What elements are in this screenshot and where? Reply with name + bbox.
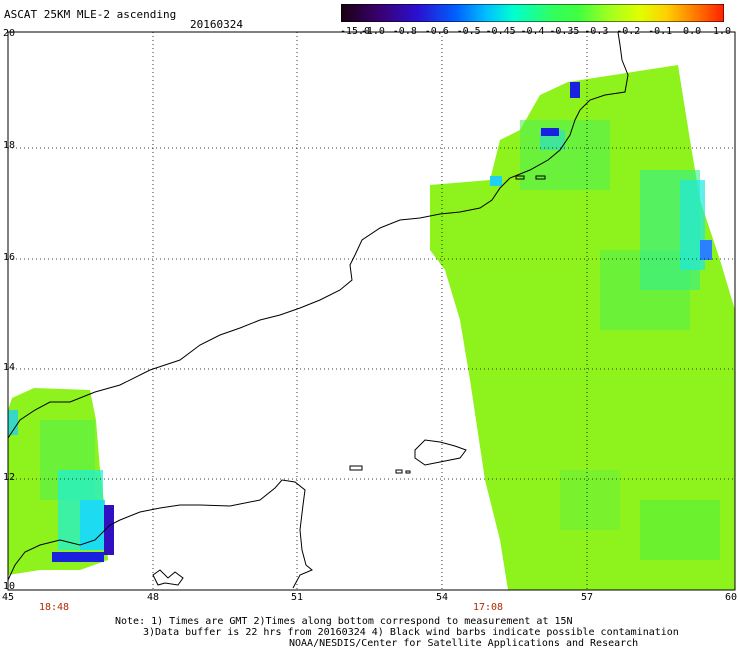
lat-label-16: 16 bbox=[3, 252, 16, 263]
coastline bbox=[7, 31, 629, 589]
lon-label-48: 48 bbox=[146, 592, 160, 603]
footer-note-line1: Note: 1) Times are GMT 2)Times along bot… bbox=[115, 616, 573, 627]
swath-right bbox=[430, 65, 735, 590]
lat-label-10: 10 bbox=[3, 581, 16, 592]
pass-time-right: 17:08 bbox=[472, 602, 504, 613]
map-title: ASCAT 25KM MLE-2 ascending bbox=[4, 8, 177, 21]
footer-credit: NOAA/NESDIS/Center for Satellite Applica… bbox=[289, 638, 639, 649]
lat-label-12: 12 bbox=[3, 472, 16, 483]
lat-label-14: 14 bbox=[3, 362, 16, 373]
footer-note-line2: 3)Data buffer is 22 hrs from 20160324 4)… bbox=[143, 627, 679, 638]
lon-label-51: 51 bbox=[290, 592, 304, 603]
lat-label-18: 18 bbox=[3, 140, 16, 151]
graticule bbox=[8, 32, 735, 590]
map-frame bbox=[7, 31, 736, 591]
lon-label-45: 45 bbox=[1, 592, 15, 603]
lon-label-54: 54 bbox=[435, 592, 449, 603]
pass-time-left: 18:48 bbox=[38, 602, 70, 613]
swath-left bbox=[8, 388, 114, 575]
lon-label-57: 57 bbox=[580, 592, 594, 603]
colorbar bbox=[341, 4, 724, 22]
lat-label-20: 20 bbox=[3, 28, 16, 39]
map-date: 20160324 bbox=[190, 18, 243, 31]
lon-label-60: 60 bbox=[724, 592, 738, 603]
